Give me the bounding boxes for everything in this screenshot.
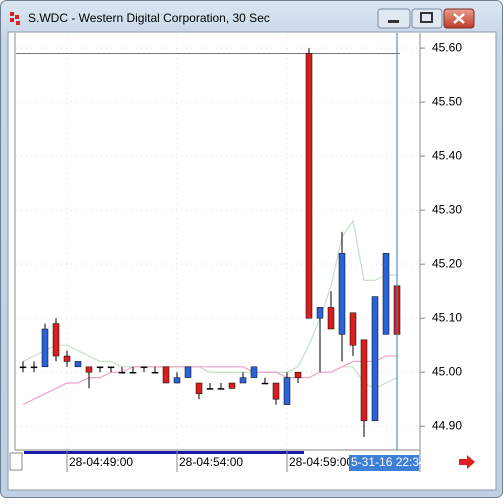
candle-body [74, 361, 82, 368]
candle-body [52, 323, 60, 357]
app-icon [10, 12, 20, 25]
y-tick-label: 45.30 [432, 202, 462, 216]
candle-body [162, 366, 170, 384]
candle-body [19, 366, 27, 369]
candle-body [184, 366, 192, 378]
candle-body [250, 366, 258, 378]
y-tick-label: 45.00 [432, 364, 462, 378]
candle-body [294, 371, 302, 378]
candle-body [30, 366, 38, 369]
indicator-line [342, 366, 398, 390]
candle-body [217, 388, 225, 390]
candle-body [63, 355, 71, 362]
scrollbar[interactable] [24, 451, 304, 454]
candle-body [338, 253, 346, 335]
x-tick-label: 28-04:49:00 [69, 455, 133, 469]
scroll-right-arrow[interactable] [459, 455, 475, 469]
chart-panel [7, 31, 497, 491]
candle-body [195, 382, 203, 395]
candle-body [129, 371, 137, 374]
x-tick-label: 28-04:59:00 [289, 455, 353, 469]
cursor-label: 5-31-16 22:34:00 [351, 455, 443, 469]
candle-body [107, 366, 115, 369]
candle-body [305, 53, 313, 319]
candle-body [382, 253, 390, 335]
candle-body [261, 382, 269, 385]
candle-body [151, 371, 159, 374]
candle-body [283, 377, 291, 405]
y-tick-label: 45.20 [432, 256, 462, 270]
x-tick-label: 28-04:54:00 [179, 455, 243, 469]
y-tick-label: 45.60 [432, 40, 462, 54]
candle-body [316, 307, 324, 319]
candle-body [327, 307, 335, 330]
candle-body [206, 388, 214, 390]
scroll-box[interactable] [9, 452, 23, 471]
candle-body [228, 382, 236, 389]
candle-body [272, 382, 280, 400]
plot [16, 33, 419, 449]
y-tick-label: 44.90 [432, 418, 462, 432]
candle-body [118, 371, 126, 374]
window-title: S.WDC - Western Digital Corporation, 30 … [28, 11, 270, 25]
candle-body [371, 296, 379, 422]
candle-body [41, 328, 49, 368]
candle-body [360, 339, 368, 422]
candle-body [96, 366, 104, 369]
candle-body [173, 377, 181, 384]
maximize-button[interactable] [411, 8, 443, 29]
indicator-line [22, 219, 397, 373]
candle-body [85, 366, 93, 373]
y-tick-label: 45.10 [432, 310, 462, 324]
candle-body [140, 366, 148, 369]
y-tick-label: 45.50 [432, 94, 462, 108]
candle-body [349, 312, 357, 346]
indicator-line [22, 355, 397, 406]
close-button[interactable] [443, 8, 475, 29]
cursor-label-bg [349, 455, 419, 471]
minimize-button[interactable] [377, 8, 411, 29]
candle-body [239, 377, 247, 384]
y-tick-label: 45.40 [432, 148, 462, 162]
